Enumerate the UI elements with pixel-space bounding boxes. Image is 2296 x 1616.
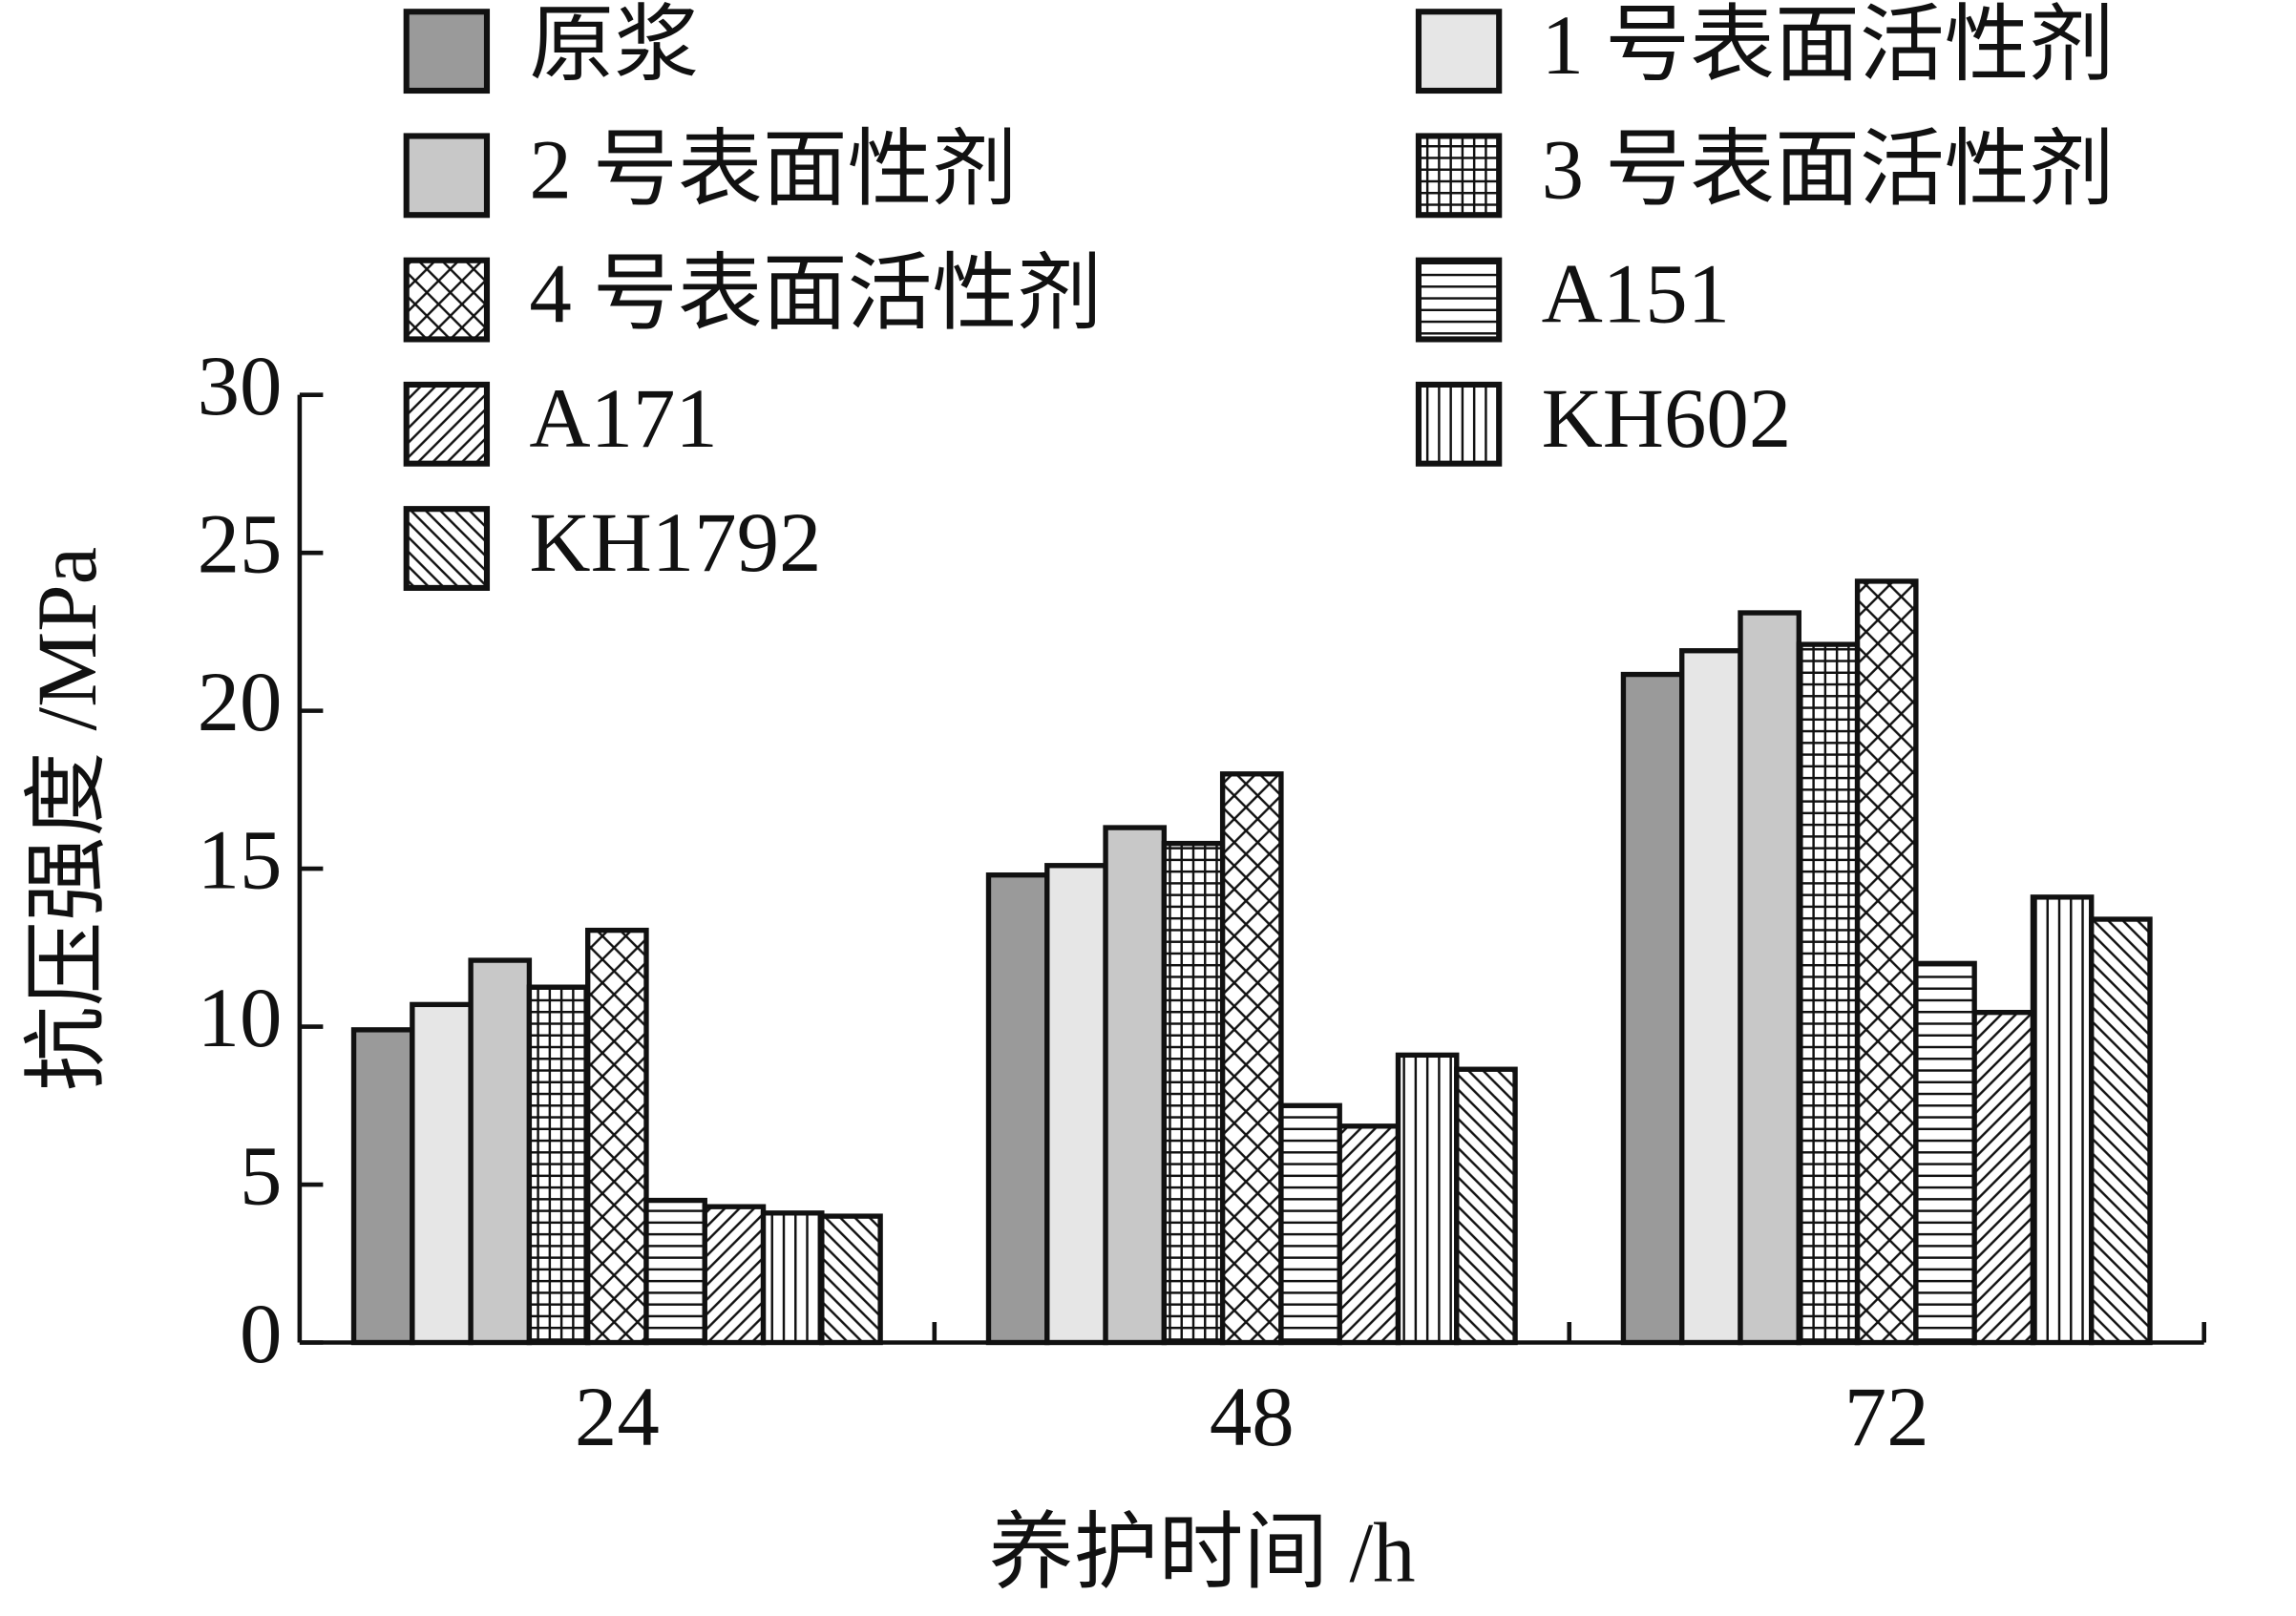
- y-axis-label: 抗压强度 /MPa: [21, 547, 115, 1091]
- legend-label: A171: [529, 372, 717, 466]
- legend-label: A151: [1542, 248, 1730, 342]
- legend-item: A171: [403, 372, 718, 467]
- bar: [1913, 960, 1977, 1346]
- bar: [2089, 916, 2153, 1346]
- legend-swatch: [403, 506, 491, 591]
- bar: [1796, 641, 1861, 1346]
- bar: [1738, 610, 1801, 1346]
- legend-item: KH602: [1415, 372, 1792, 467]
- bar: [1044, 863, 1108, 1346]
- bar: [410, 1001, 474, 1346]
- bar: [585, 927, 649, 1346]
- y-tick-label: 10: [198, 972, 283, 1065]
- legend-item: 3 号表面活性剂: [1415, 123, 2115, 219]
- legend-item: 1 号表面活性剂: [1415, 0, 2115, 94]
- bar: [985, 872, 1050, 1346]
- legend-swatch: [403, 257, 491, 343]
- legend-swatch: [403, 9, 491, 94]
- legend-label: KH1792: [529, 496, 821, 590]
- x-tick-label: 72: [1844, 1371, 1929, 1464]
- legend-swatch: [1415, 133, 1503, 219]
- y-tick-label: 20: [198, 656, 283, 749]
- y-tick-label: 0: [240, 1288, 282, 1381]
- bar: [1161, 840, 1226, 1346]
- legend-swatch: [1415, 381, 1503, 467]
- bar: [1679, 648, 1743, 1346]
- legend-swatch: [1415, 9, 1503, 94]
- legend-label: 3 号表面活性剂: [1542, 123, 2115, 217]
- bar: [1454, 1066, 1518, 1346]
- legend-item: 4 号表面活性剂: [403, 248, 1102, 343]
- bar: [1620, 671, 1685, 1346]
- bar: [819, 1213, 883, 1346]
- bar: [1103, 825, 1168, 1346]
- bar: [2030, 894, 2095, 1346]
- legend-label: 1 号表面活性剂: [1542, 0, 2115, 93]
- bar: [1219, 771, 1284, 1346]
- bar: [1971, 1009, 2036, 1346]
- bar: [643, 1197, 707, 1346]
- legend-item: A151: [1415, 248, 1730, 343]
- bar: [1278, 1102, 1342, 1346]
- legend-item: KH1792: [403, 496, 821, 591]
- bar: [526, 984, 591, 1346]
- legend-swatch: [403, 381, 491, 467]
- legend-item: 原浆: [403, 0, 699, 94]
- legend-label: 4 号表面活性剂: [529, 248, 1102, 342]
- bar: [702, 1204, 767, 1346]
- y-tick-label: 15: [198, 813, 283, 907]
- legend-swatch: [1415, 257, 1503, 343]
- legend-swatch: [403, 133, 491, 219]
- legend-label: 2 号表面性剂: [529, 123, 1017, 217]
- bar: [1337, 1123, 1401, 1346]
- bar: [350, 1027, 415, 1346]
- legend-label: 原浆: [529, 0, 699, 93]
- y-tick-label: 30: [198, 340, 283, 433]
- x-tick-label: 24: [575, 1371, 660, 1464]
- bar: [1854, 578, 1919, 1346]
- bar: [468, 957, 533, 1346]
- legend-item: 2 号表面性剂: [403, 123, 1017, 219]
- legend-label: KH602: [1542, 372, 1792, 466]
- x-tick-label: 48: [1210, 1371, 1295, 1464]
- bar: [760, 1210, 825, 1346]
- y-tick-label: 25: [198, 498, 283, 592]
- y-tick-label: 5: [240, 1129, 282, 1223]
- bar: [1395, 1052, 1460, 1346]
- x-axis-label: 养护时间 /h: [989, 1507, 1416, 1601]
